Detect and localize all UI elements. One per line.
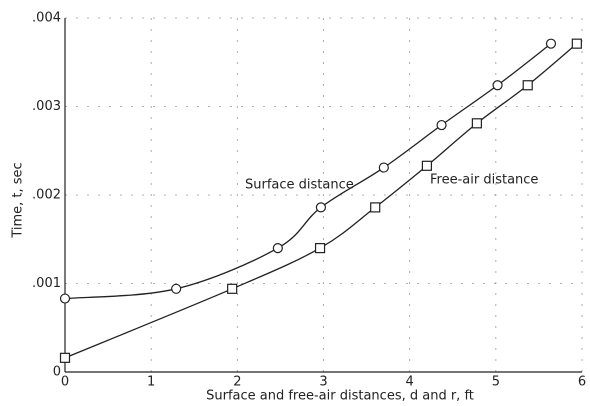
square-marker	[370, 202, 381, 213]
x-axis-label: Surface and free-air distances, d and r,…	[206, 389, 474, 404]
y-tick-label: .001	[32, 276, 61, 291]
circle-marker	[272, 243, 283, 254]
square-marker	[522, 80, 533, 91]
x-tick-label: 2	[233, 375, 241, 390]
circle-marker	[315, 202, 327, 213]
series-line	[64, 43, 578, 359]
circle-marker	[492, 80, 503, 91]
circle-marker	[378, 162, 389, 173]
x-tick-label: 0	[61, 375, 69, 390]
circle-marker	[545, 38, 557, 49]
y-tick-label: .003	[32, 99, 61, 114]
x-tick-label: 6	[578, 375, 586, 390]
circle-marker	[436, 119, 447, 131]
square-marker	[314, 243, 326, 254]
y-axis-label: Time, t, sec	[11, 162, 26, 238]
y-tick-label: 0	[53, 365, 61, 380]
x-tick-label: 5	[492, 375, 500, 390]
y-tick-label: .004	[32, 11, 61, 26]
circle-marker	[59, 293, 71, 304]
square-marker	[421, 160, 432, 171]
annotation: Surface distance	[245, 178, 354, 193]
x-tick-label: 3	[319, 375, 327, 390]
square-marker	[571, 38, 582, 49]
square-marker	[59, 352, 71, 363]
y-tick-label: .002	[32, 188, 61, 203]
series-line	[64, 43, 552, 300]
x-tick-label: 4	[406, 375, 414, 390]
square-marker	[227, 283, 238, 294]
square-marker	[471, 118, 482, 129]
x-tick-label: 1	[147, 375, 155, 390]
circle-marker	[171, 283, 182, 294]
annotation: Free-air distance	[430, 173, 538, 188]
